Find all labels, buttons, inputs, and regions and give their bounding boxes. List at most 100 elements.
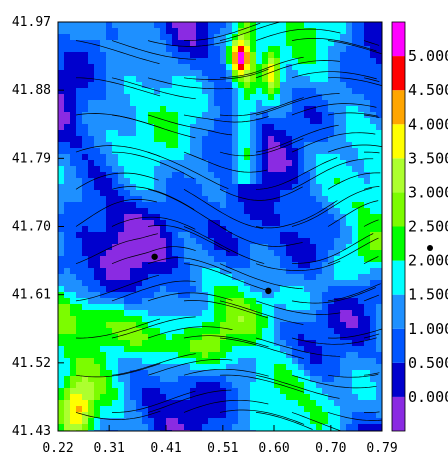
heat-cell <box>232 316 239 323</box>
heat-cell <box>352 70 359 77</box>
heat-cell <box>214 136 221 143</box>
heat-cell <box>286 232 293 239</box>
heat-cell <box>136 220 143 227</box>
heat-cell <box>328 292 335 299</box>
heat-cell <box>298 130 305 137</box>
heat-cell <box>214 82 221 89</box>
heat-cell <box>310 208 317 215</box>
heat-cell <box>358 190 365 197</box>
heat-cell <box>232 262 239 269</box>
heat-cell <box>370 352 377 359</box>
heat-cell <box>166 352 173 359</box>
heat-cell <box>262 274 269 281</box>
heat-cell <box>340 280 347 287</box>
heat-cell <box>244 238 251 245</box>
heat-cell <box>298 346 305 353</box>
heat-cell <box>304 256 311 263</box>
heat-cell <box>262 292 269 299</box>
heat-cell <box>310 418 317 425</box>
heat-cell <box>310 262 317 269</box>
heat-cell <box>70 322 77 329</box>
heat-cell <box>370 46 377 53</box>
y-tick-label: 41.70 <box>12 220 51 235</box>
heat-cell <box>154 40 161 47</box>
heat-cell <box>364 364 371 371</box>
heat-cell <box>178 202 185 209</box>
heat-cell <box>184 58 191 65</box>
streamline <box>183 263 267 291</box>
heat-cell <box>88 226 95 233</box>
heat-cell <box>340 166 347 173</box>
streamline <box>327 412 382 421</box>
heat-cell <box>322 274 329 281</box>
heat-cell <box>310 154 317 161</box>
heat-cell <box>184 64 191 71</box>
heat-cell <box>172 46 179 53</box>
heat-cell <box>136 274 143 281</box>
heat-cell <box>256 166 263 173</box>
heat-cell <box>118 322 125 329</box>
heat-cell <box>334 28 341 35</box>
heat-cell <box>238 280 245 287</box>
heat-cell <box>346 214 353 221</box>
heat-cell <box>370 412 377 419</box>
heat-cell <box>322 58 329 65</box>
heat-cell <box>136 304 143 311</box>
heat-cell <box>196 28 203 35</box>
heat-cell <box>58 286 65 293</box>
heat-cell <box>58 400 65 407</box>
heat-cell <box>196 70 203 77</box>
heat-cell <box>370 250 377 257</box>
heat-cell <box>328 88 335 95</box>
heat-cell <box>214 406 221 413</box>
heat-cell <box>100 382 107 389</box>
colorbar-label: 2.500 <box>408 218 448 236</box>
heat-cell <box>88 34 95 41</box>
heat-cell <box>250 190 257 197</box>
heat-cell <box>184 310 191 317</box>
heat-cell <box>130 250 137 257</box>
heat-cell <box>346 88 353 95</box>
heat-cell <box>76 346 83 353</box>
heat-cell <box>64 52 71 59</box>
heat-cell <box>370 154 377 161</box>
heat-cell <box>328 328 335 335</box>
heat-cell <box>274 82 281 89</box>
colorbar-swatch <box>392 328 405 363</box>
heat-cell <box>196 166 203 173</box>
streamline <box>255 93 340 116</box>
heat-cell <box>160 106 167 113</box>
heat-cell <box>292 142 299 149</box>
heat-cell <box>232 190 239 197</box>
heat-cell <box>148 178 155 185</box>
heat-cell <box>322 118 329 125</box>
streamline <box>363 372 380 376</box>
heat-cell <box>244 34 251 41</box>
heat-cell <box>346 142 353 149</box>
heat-cell <box>352 394 359 401</box>
heat-cell <box>298 364 305 371</box>
heat-cell <box>100 40 107 47</box>
heat-cell <box>88 52 95 59</box>
heat-cell <box>76 400 83 407</box>
heat-cell <box>178 256 185 263</box>
heat-cell <box>82 394 89 401</box>
heat-cell <box>118 424 125 431</box>
heat-cell <box>88 202 95 209</box>
heat-cell <box>184 304 191 311</box>
heat-cell <box>160 418 167 425</box>
heat-cell <box>364 358 371 365</box>
heat-cell <box>184 136 191 143</box>
heat-cell <box>262 172 269 179</box>
heat-cell <box>178 268 185 275</box>
heat-cell <box>88 358 95 365</box>
heat-cell <box>328 166 335 173</box>
heat-cell <box>274 76 281 83</box>
heat-cell <box>340 298 347 305</box>
heat-cell <box>292 70 299 77</box>
heat-cell <box>238 400 245 407</box>
heat-cell <box>178 376 185 383</box>
heat-cell <box>118 256 125 263</box>
heat-cell <box>82 256 89 263</box>
heat-cell <box>238 394 245 401</box>
